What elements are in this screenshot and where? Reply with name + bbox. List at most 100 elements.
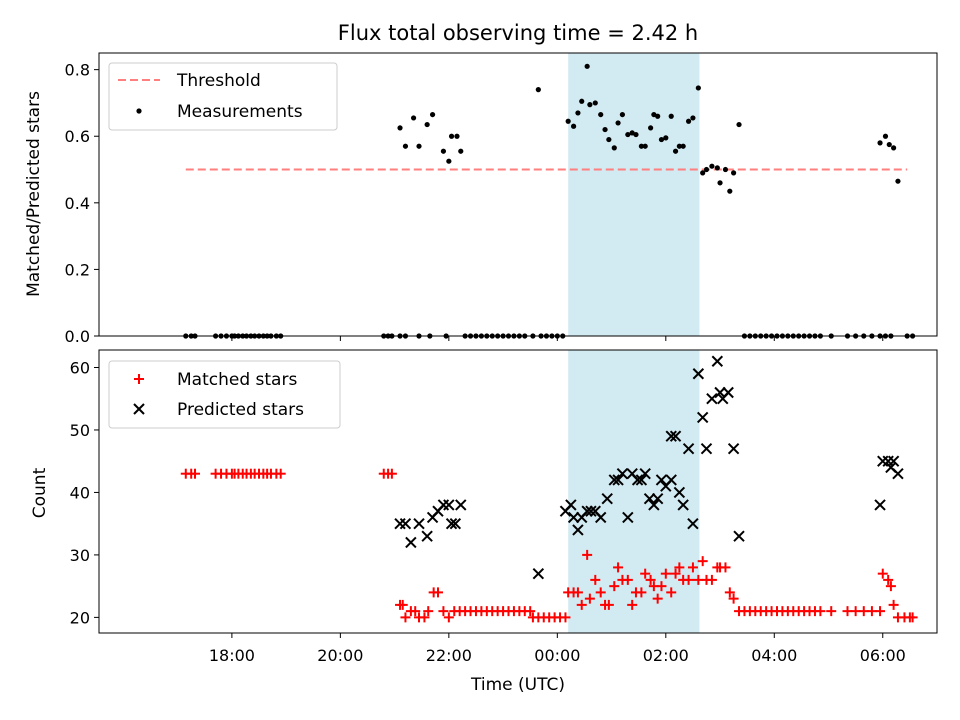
- measurements-point: [736, 121, 742, 128]
- measurements-point: [584, 63, 590, 69]
- predicted-stars-point: [394, 517, 406, 530]
- measurements-point: [448, 133, 455, 139]
- measurements-point: [424, 121, 430, 128]
- matched-stars-point: [275, 468, 286, 479]
- measurements-point: [722, 166, 729, 173]
- matched-stars-point: [443, 612, 454, 623]
- measurements-point: [410, 115, 417, 121]
- legend-threshold-label: Threshold: [176, 71, 261, 91]
- measurements-point: [895, 178, 901, 184]
- measurements-point: [615, 120, 621, 126]
- measurements-point: [535, 87, 541, 93]
- measurements-point: [619, 111, 626, 118]
- matched-stars-point: [525, 606, 536, 617]
- predicted-stars-point: [700, 442, 713, 455]
- x-axis-ticks: 18:00 20:00 22:00 00:00 02:00 04:00 06:00: [209, 646, 906, 665]
- measurements-point: [663, 135, 669, 141]
- matched-stars-point: [724, 587, 735, 598]
- predicted-stars-point: [595, 511, 607, 524]
- matched-stars-point: [683, 574, 694, 585]
- predicted-stars-point: [655, 474, 668, 486]
- predicted-stars-point: [572, 524, 584, 536]
- matched-stars-point: [666, 587, 677, 598]
- measurements-point: [655, 113, 661, 119]
- top-panel-legend: Threshold Measurements: [108, 62, 338, 131]
- matched-stars-point: [627, 599, 638, 610]
- predicted-stars-point: [635, 474, 648, 486]
- y-tick-label: 30: [70, 546, 90, 565]
- top-legend-frame: [108, 62, 338, 131]
- predicted-stars-point: [622, 511, 634, 524]
- predicted-stars-point: [648, 499, 660, 511]
- matched-stars-point: [560, 612, 571, 623]
- measurements-point: [690, 115, 696, 121]
- measurements-point: [579, 98, 585, 104]
- matched-stars-point: [670, 568, 681, 579]
- x-tick-label: 06:00: [860, 646, 906, 665]
- predicted-stars-point: [692, 368, 705, 380]
- measurements-point: [440, 148, 447, 154]
- predicted-stars-point: [399, 517, 412, 530]
- matched-stars-point: [728, 593, 739, 604]
- measurements-point: [703, 166, 710, 173]
- matched-stars-point: [622, 574, 633, 585]
- measurements-point: [891, 145, 897, 151]
- matched-stars-point: [706, 574, 717, 585]
- matched-stars-point: [423, 606, 434, 617]
- measurements-point: [672, 148, 679, 154]
- matched-stars-point: [386, 468, 397, 479]
- predicted-stars-point: [727, 442, 740, 455]
- predicted-stars-point: [714, 386, 726, 399]
- measurements-point: [592, 100, 598, 106]
- matched-stars-point: [584, 593, 595, 604]
- measurements-point: [416, 143, 422, 149]
- matched-stars-point: [875, 606, 886, 617]
- measurements-point: [877, 140, 883, 146]
- measurements-point: [575, 110, 581, 116]
- predicted-stars-point: [413, 517, 425, 530]
- predicted-stars-point: [565, 499, 577, 511]
- matched-stars-point: [410, 606, 421, 617]
- measurements-point: [638, 143, 644, 149]
- matched-stars-point: [674, 562, 685, 573]
- predicted-stars-point: [673, 486, 686, 499]
- matched-stars-point: [652, 593, 663, 604]
- matched-stars-point: [888, 599, 899, 610]
- legend-predicted-stars-label: Predicted stars: [177, 400, 304, 420]
- measurements-point: [429, 111, 436, 118]
- y-tick-label: 40: [70, 483, 90, 502]
- predicted-stars-point: [581, 505, 593, 517]
- measurements-point: [886, 141, 892, 148]
- predicted-stars-point: [887, 455, 900, 467]
- matched-stars-point: [609, 581, 620, 592]
- predicted-stars-point: [682, 442, 695, 455]
- measurements-point: [606, 136, 612, 143]
- predicted-stars-point: [616, 467, 629, 480]
- x-tick-label: 02:00: [643, 646, 689, 665]
- x-tick-label: 18:00: [209, 646, 255, 665]
- measurements-point: [658, 136, 665, 143]
- predicted-stars-point: [722, 386, 734, 399]
- measurements-point: [633, 131, 639, 138]
- predicted-stars-point: [612, 474, 624, 486]
- x-tick-label: 20:00: [317, 646, 363, 665]
- bottom-panel-marks: [180, 355, 918, 623]
- matched-stars-point: [697, 556, 708, 567]
- measurements-point: [397, 125, 403, 131]
- y-tick-label: 50: [70, 421, 90, 440]
- measurements-point: [695, 85, 701, 91]
- top-panel-y-axis-label: Matched/Predicted stars: [24, 91, 44, 297]
- measurements-point: [680, 143, 686, 149]
- predicted-stars-point: [711, 355, 724, 367]
- matched-stars-point: [640, 568, 651, 579]
- panel-frame: [98, 52, 938, 337]
- bottom-legend-frame: [108, 360, 341, 429]
- predicted-stars-point: [696, 411, 709, 424]
- measurements-point: [700, 170, 706, 176]
- matched-stars-point: [590, 574, 601, 585]
- measurements-point: [676, 143, 682, 149]
- predicted-stars-point: [455, 499, 467, 511]
- predicted-stars-point: [437, 499, 450, 511]
- matched-stars-point: [582, 549, 593, 560]
